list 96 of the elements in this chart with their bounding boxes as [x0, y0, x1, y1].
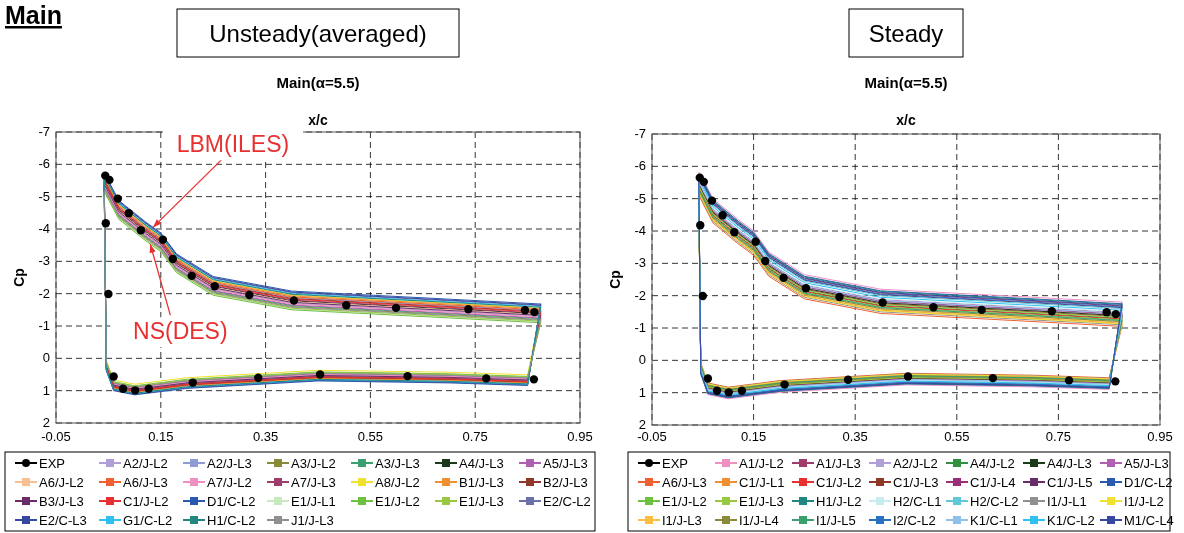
y-tick-label: 1	[42, 382, 50, 398]
y-tick-label: -1	[38, 318, 50, 333]
legend-label: I1/J-L3	[662, 513, 702, 528]
annotation: NS(DES)	[133, 318, 228, 345]
chart-title: Unsteady(averaged)	[209, 20, 427, 47]
legend-label: A2/J-L3	[207, 456, 252, 471]
legend-label: E1/J-L1	[291, 494, 336, 509]
legend-label: D1/C-L2	[207, 494, 256, 509]
legend-label: A8/J-L2	[375, 475, 420, 490]
y-tick-label: -7	[634, 126, 646, 141]
legend-label: EXP	[39, 456, 66, 471]
y-tick-label: -5	[634, 190, 646, 206]
x-tick-label: 0.55	[357, 429, 384, 444]
y-tick-label: -5	[38, 188, 50, 204]
legend-label: I2/C-L2	[893, 513, 936, 528]
legend-label: A4/J-L2	[970, 456, 1015, 471]
x-axis-title: x/c	[308, 112, 328, 128]
legend-label: K1/C-L2	[1047, 513, 1095, 528]
legend-label: D1/C-L2	[1124, 475, 1173, 490]
x-tick-label: 0.15	[148, 429, 174, 444]
legend-label: M1/C-L4	[1124, 513, 1174, 528]
legend-label: A2/J-L2	[123, 456, 168, 471]
legend-label: A6/J-L2	[39, 475, 84, 490]
x-axis-title: x/c	[896, 112, 916, 128]
legend-label: E1/J-L3	[739, 494, 784, 509]
x-tick-label: 0.75	[1045, 429, 1072, 444]
y-tick-label: 2	[638, 417, 646, 432]
text: Main	[5, 1, 62, 29]
chart-title: Steady	[868, 20, 944, 47]
legend-label: C1/J-L2	[123, 494, 169, 509]
legend-label: A6/J-L3	[123, 475, 168, 490]
legend-label: A3/J-L3	[375, 456, 420, 471]
y-tick-label: -7	[38, 124, 50, 139]
legend-label: H2/C-L2	[970, 494, 1019, 509]
y-tick-label: -3	[38, 253, 50, 269]
legend-label: A7/J-L2	[207, 475, 252, 490]
legend-label: A1/J-L3	[816, 456, 861, 471]
legend-label: E1/J-L2	[375, 494, 420, 509]
y-tick-label: 0	[638, 352, 646, 368]
legend-label: B3/J-L3	[39, 494, 84, 509]
x-tick-label: 0.35	[842, 429, 868, 444]
legend-label: A5/J-L3	[1124, 456, 1169, 471]
legend-label: H1/J-L2	[816, 494, 862, 509]
legend-label: C1/J-L4	[970, 475, 1016, 490]
y-tick-label: 1	[638, 384, 646, 400]
y-axis-title: Cp	[11, 268, 27, 287]
x-tick-label: 0.55	[944, 429, 970, 444]
legend-label: A5/J-L3	[543, 456, 588, 471]
y-tick-label: -3	[634, 255, 646, 271]
legend-label: G1/C-L2	[123, 513, 173, 528]
y-tick-label: 2	[42, 415, 50, 430]
chart-subtitle: Main(α=5.5)	[276, 74, 360, 91]
legend-label: E1/J-L2	[662, 494, 707, 509]
legend-label: A4/J-L3	[459, 456, 504, 471]
y-tick-label: -2	[634, 287, 646, 303]
legend-label: H1/C-L2	[207, 513, 256, 528]
legend-label: B2/J-L3	[543, 475, 588, 490]
x-tick-label: 0.75	[462, 429, 488, 444]
legend-label: E1/J-L3	[459, 494, 504, 509]
x-tick-label: -0.05	[637, 429, 667, 444]
chart-subtitle: Main(α=5.5)	[864, 74, 948, 91]
legend-label: A3/J-L2	[291, 456, 336, 471]
legend-label: I1/J-L5	[816, 513, 856, 528]
x-tick-label: 0.95	[567, 429, 593, 444]
legend-label: E2/C-L3	[39, 513, 87, 528]
y-tick-label: -4	[38, 221, 50, 236]
y-tick-label: -1	[634, 320, 646, 335]
legend-label: B1/J-L3	[459, 475, 504, 490]
legend-label: A7/J-L3	[291, 475, 336, 490]
legend-label: EXP	[662, 456, 689, 471]
y-tick-label: -2	[38, 285, 50, 301]
legend-label: E2/C-L2	[543, 494, 591, 509]
legend-label: A4/J-L3	[1047, 456, 1092, 471]
legend-label: K1/C-L1	[970, 513, 1018, 528]
legend-label: A2/J-L2	[893, 456, 938, 471]
x-tick-label: 0.15	[740, 429, 767, 444]
legend-label: C1/J-L1	[739, 475, 785, 490]
x-tick-label: 0.95	[1147, 429, 1173, 444]
legend-label: C1/J-L3	[893, 475, 939, 490]
legend-label: H2/C-L1	[893, 494, 942, 509]
legend-label: J1/J-L3	[291, 513, 334, 528]
y-axis-title: Cp	[607, 270, 623, 289]
x-tick-label: -0.05	[41, 429, 71, 444]
y-tick-label: -6	[38, 156, 50, 172]
legend-label: I1/J-L2	[1124, 494, 1164, 509]
legend-label: I1/J-L1	[1047, 494, 1087, 509]
y-tick-label: -4	[634, 223, 646, 238]
y-tick-label: 0	[42, 350, 50, 366]
x-tick-label: 0.35	[252, 429, 279, 444]
legend-label: I1/J-L4	[739, 513, 779, 528]
legend-label: C1/J-L2	[816, 475, 862, 490]
legend-label: A1/J-L2	[739, 456, 784, 471]
legend-label: A6/J-L3	[662, 475, 707, 490]
y-tick-label: -6	[634, 158, 646, 174]
annotation: LBM(ILES)	[176, 131, 290, 158]
legend-label: C1/J-L5	[1047, 475, 1093, 490]
